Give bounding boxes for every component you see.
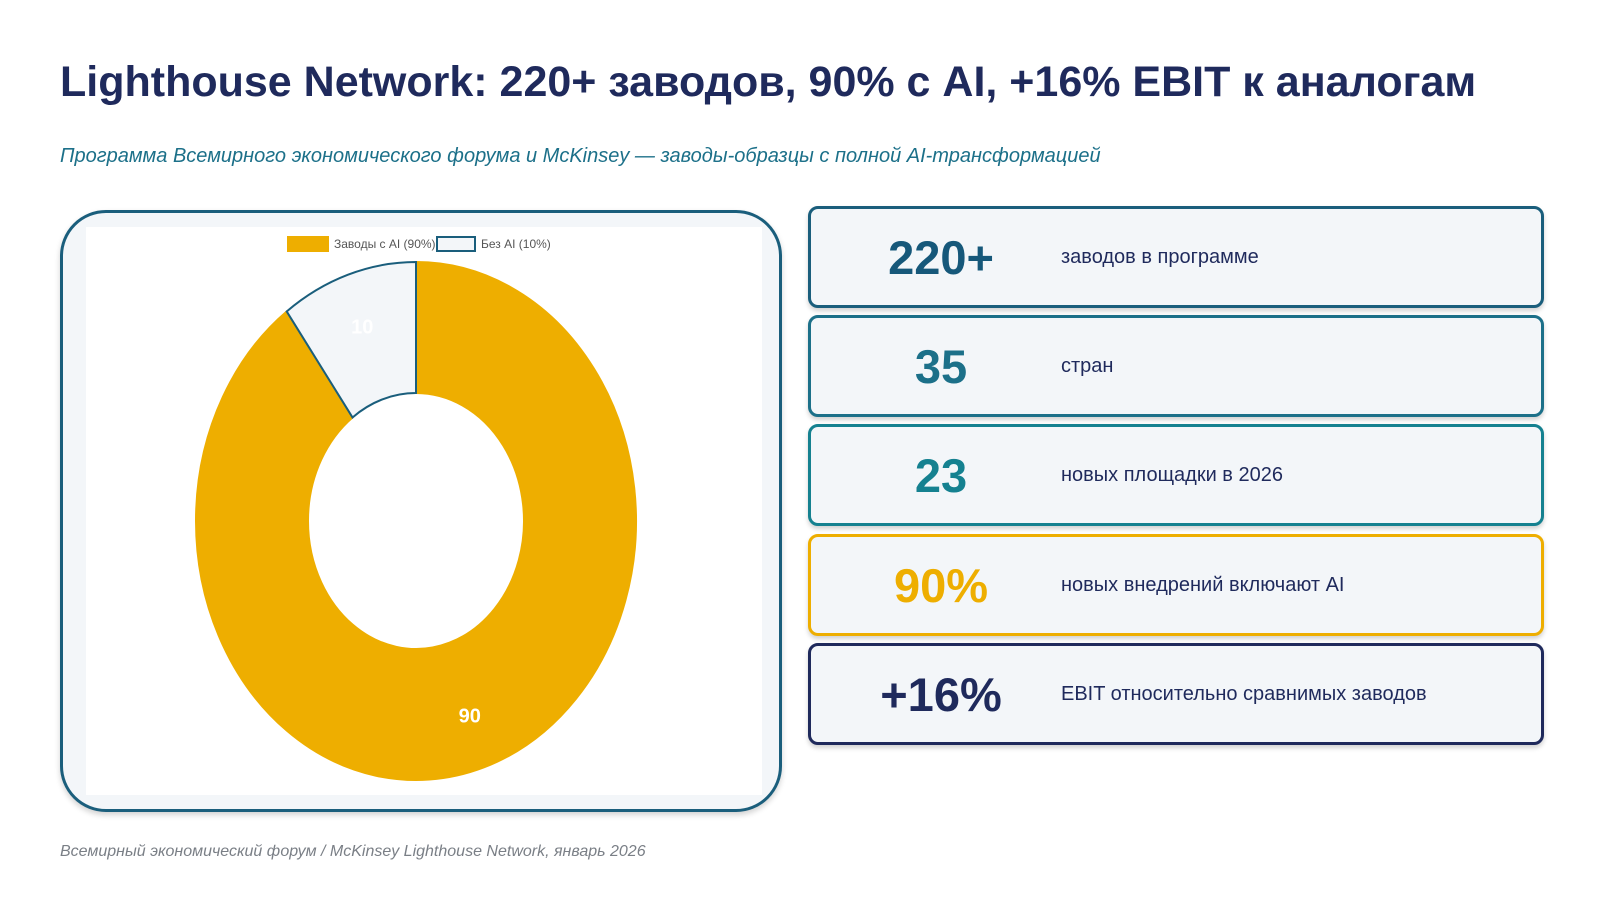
stat-card-countries: 35 стран	[808, 315, 1544, 417]
source-footnote: Всемирный экономический форум / McKinsey…	[60, 843, 646, 860]
stat-label: стран	[1061, 354, 1114, 377]
donut-slice-0	[195, 260, 637, 781]
page-subtitle: Программа Всемирного экономического фору…	[60, 145, 1101, 167]
stat-value: 23	[914, 448, 968, 502]
stat-label: заводов в программе	[1061, 245, 1259, 268]
stat-label: новых площадки в 2026	[1061, 463, 1283, 486]
legend-label-1: Без AI (10%)	[481, 237, 551, 251]
stat-card-new-sites: 23 новых площадки в 2026	[808, 424, 1544, 526]
donut-chart: 90 10 Заводы с AI (90%) Без AI (10%)	[195, 236, 637, 781]
donut-data-label-0: 90	[459, 706, 481, 728]
legend-swatch-0	[287, 236, 329, 252]
stat-value: 90%	[893, 558, 989, 612]
donut-slice-1	[285, 260, 417, 419]
stat-value: 35	[914, 339, 968, 393]
page-title: Lighthouse Network: 220+ заводов, 90% с …	[60, 58, 1477, 106]
chart-area: 90 10 Заводы с AI (90%) Без AI (10%)	[86, 227, 762, 795]
stat-card-ai-share: 90% новых внедрений включают AI	[808, 534, 1544, 636]
legend-swatch-1	[436, 236, 476, 252]
stat-card-ebit: +16% EBIT относительно сравнимых заводов	[808, 643, 1544, 745]
legend-label-0: Заводы с AI (90%)	[334, 237, 436, 251]
stat-label: EBIT относительно сравнимых заводов	[1061, 682, 1427, 705]
stat-value: 220+	[888, 230, 994, 284]
donut-data-label-1: 10	[351, 316, 373, 338]
stat-label: новых внедрений включают AI	[1061, 573, 1345, 596]
chart-card: 90 10 Заводы с AI (90%) Без AI (10%)	[60, 210, 782, 812]
stat-value: +16%	[880, 667, 1002, 721]
stat-card-factories: 220+ заводов в программе	[808, 206, 1544, 308]
